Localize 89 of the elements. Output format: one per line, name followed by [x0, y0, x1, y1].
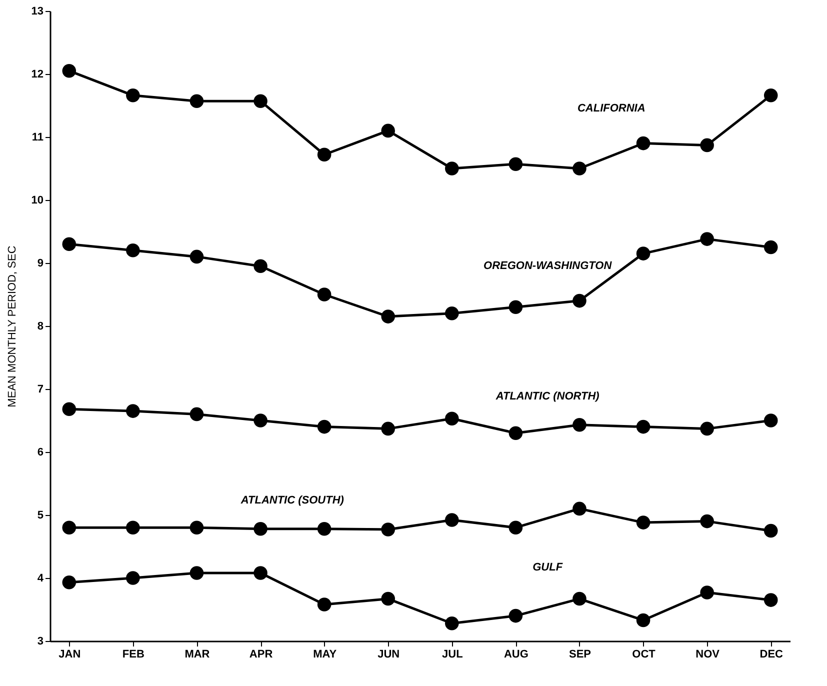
point [190, 566, 204, 580]
point [508, 157, 523, 171]
point [508, 520, 523, 534]
x-tick-label: MAR [184, 648, 210, 660]
point [317, 148, 332, 162]
point [190, 520, 204, 534]
point [126, 244, 140, 258]
point [190, 250, 204, 264]
point [636, 613, 650, 628]
x-tick-label: FEB [122, 648, 144, 660]
point [700, 422, 714, 436]
point [62, 237, 76, 251]
point [508, 608, 523, 623]
point [636, 246, 650, 260]
x-tick-label: APR [249, 648, 273, 660]
point [445, 162, 459, 176]
point [381, 310, 395, 324]
point [445, 513, 459, 527]
point [636, 516, 650, 530]
point [254, 259, 268, 274]
point [254, 414, 268, 428]
point [126, 404, 140, 418]
point [190, 94, 204, 108]
x-tick-label: DEC [760, 648, 784, 660]
y-tick-label: 5 [37, 510, 44, 522]
point [126, 520, 140, 534]
point [572, 418, 586, 432]
x-tick-label: OCT [632, 648, 656, 660]
y-tick-label: 13 [31, 6, 44, 18]
point [445, 616, 459, 630]
series-label: OREGON-WASHINGTON [484, 260, 613, 272]
x-tick-label: JUL [442, 648, 464, 660]
point [700, 586, 714, 600]
text: ATLANTIC (NORTH) [494, 390, 600, 403]
point [572, 162, 586, 176]
point [508, 300, 523, 314]
point [126, 88, 140, 102]
y-tick-label: 7 [37, 384, 44, 396]
point [381, 124, 395, 138]
y-axis-title: MEAN MONTHLY PERIOD, SEC [6, 246, 18, 408]
y-tick-label: 9 [37, 258, 44, 270]
point [445, 412, 459, 426]
point [381, 422, 395, 436]
point [572, 592, 586, 606]
point [572, 502, 586, 516]
x-tick-label: AUG [504, 648, 528, 660]
point [445, 306, 459, 320]
point [62, 402, 76, 416]
y-tick-label: 4 [37, 572, 44, 584]
point [636, 136, 650, 150]
x-tick-label: JUN [378, 648, 400, 660]
y-tick-label: 6 [37, 446, 44, 458]
point [62, 576, 76, 590]
point [381, 592, 395, 606]
point [317, 522, 332, 536]
point [764, 414, 778, 428]
text: GULF [532, 561, 563, 574]
point [62, 520, 76, 534]
point [190, 407, 204, 422]
point [317, 598, 332, 612]
y-tick-label: 11 [32, 132, 44, 144]
point [764, 88, 778, 102]
y-tick-label: 10 [31, 194, 44, 206]
x-tick-label: MAY [313, 648, 338, 660]
point [700, 138, 714, 152]
y-tick-label: 12 [31, 68, 44, 80]
point [254, 522, 268, 536]
point [317, 288, 332, 302]
y-tick-label: 3 [37, 636, 44, 648]
point [572, 294, 586, 308]
point [381, 522, 395, 536]
x-tick-label: JAN [58, 648, 81, 660]
point [508, 426, 523, 440]
point [254, 566, 268, 580]
series-label: ATLANTIC (SOUTH) [240, 494, 344, 507]
point [126, 571, 140, 585]
x-tick-label: NOV [696, 648, 720, 660]
y-tick-label: 8 [37, 320, 44, 332]
point [700, 514, 714, 528]
x-tick-label: SEP [568, 648, 591, 660]
point [254, 94, 268, 108]
point [700, 232, 714, 246]
point [62, 64, 76, 78]
point [764, 240, 778, 254]
point [636, 420, 650, 434]
point [317, 420, 332, 434]
point [764, 593, 778, 607]
series-label: CALIFORNIA [577, 102, 646, 115]
point [764, 524, 778, 538]
